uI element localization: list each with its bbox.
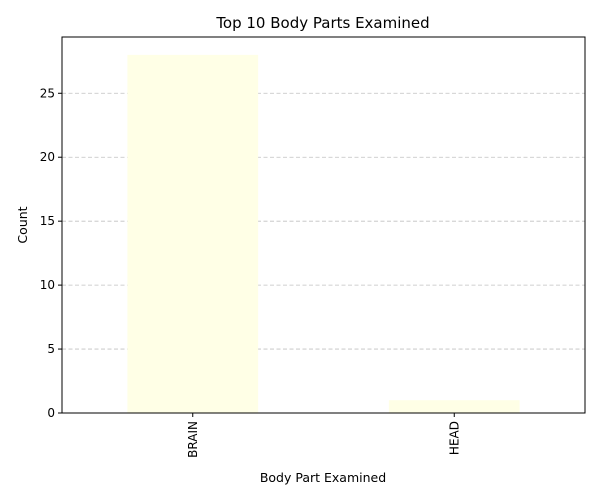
y-tick-label: 5 xyxy=(47,342,55,356)
x-tick-label-head: HEAD xyxy=(447,421,461,455)
x-axis-ticks: BRAIN HEAD xyxy=(186,413,461,458)
bar-head xyxy=(388,400,520,413)
bars xyxy=(127,54,520,414)
x-axis-label: Body Part Examined xyxy=(260,470,386,485)
y-tick-label: 10 xyxy=(40,278,55,292)
y-axis-label: Count xyxy=(15,206,30,243)
y-tick-label: 25 xyxy=(40,86,55,100)
chart-title: Top 10 Body Parts Examined xyxy=(215,14,429,32)
bar-brain xyxy=(127,54,259,414)
x-tick-label-brain: BRAIN xyxy=(186,421,200,458)
y-axis-ticks: 0 5 10 15 20 25 xyxy=(40,86,62,420)
y-tick-label: 15 xyxy=(40,214,55,228)
y-tick-label: 20 xyxy=(40,150,55,164)
plot-area-frame xyxy=(61,36,586,414)
y-tick-label: 0 xyxy=(47,406,55,420)
